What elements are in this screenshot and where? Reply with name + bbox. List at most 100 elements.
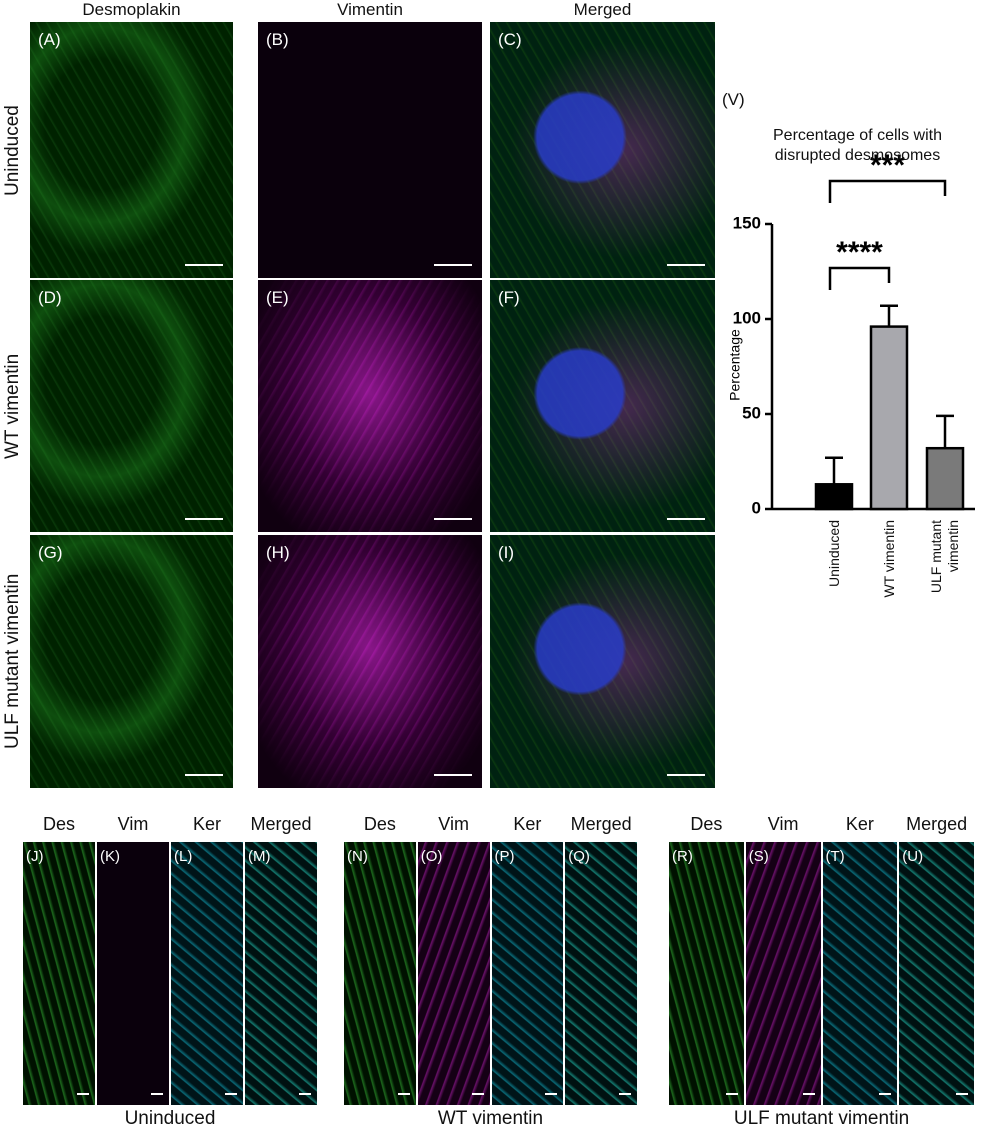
group-label: WT vimentin [437, 1108, 544, 1129]
micrograph-strip: (S) [745, 842, 821, 1105]
bar [869, 325, 909, 511]
group-label: Uninduced [124, 1108, 216, 1129]
scale-bar [619, 1093, 631, 1095]
bar [814, 483, 854, 511]
micrograph-strip: (M) [245, 842, 317, 1105]
micrograph: (B) [258, 22, 482, 278]
micrograph-strip: (U) [899, 842, 974, 1105]
panel-label: (Q) [568, 848, 590, 865]
scale-bar [185, 264, 223, 266]
x-tick-label: ULF mutant vimentin [928, 520, 961, 594]
row-label: ULF mutant vimentin [2, 573, 23, 749]
scale-bar [434, 518, 472, 520]
scale-bar [434, 264, 472, 266]
panel-label: (K) [100, 848, 120, 865]
panel-label: (L) [174, 848, 193, 865]
strip-header: Vim [117, 814, 149, 834]
bar [925, 446, 965, 511]
panel-label: (B) [266, 30, 289, 49]
micrograph-strip: (R) [669, 842, 744, 1105]
panel-label: (T) [825, 848, 845, 865]
micrograph: (A) [30, 22, 233, 278]
panel-label: (U) [902, 848, 924, 865]
micrograph: (G) [30, 535, 233, 788]
scale-bar [151, 1093, 163, 1095]
micrograph-strip: (K) [97, 842, 169, 1105]
strip-header: Des [363, 814, 396, 834]
y-tick-label: 0 [752, 498, 761, 517]
panel-label: (O) [420, 848, 443, 865]
scale-bar [879, 1093, 892, 1095]
scale-bar [225, 1093, 237, 1095]
strip-header: Ker [845, 814, 874, 834]
micrograph-strip: (Q) [565, 842, 637, 1105]
scale-bar [299, 1093, 311, 1095]
y-tick-label: 150 [733, 213, 761, 232]
panel-label: (F) [498, 288, 520, 307]
panel-label: (S) [748, 848, 769, 865]
strip-header: Des [690, 814, 723, 834]
strip-header: Vim [438, 814, 469, 834]
micrograph-strip: (N) [344, 842, 416, 1105]
panel-label: (P) [494, 848, 515, 865]
scale-bar [77, 1093, 89, 1095]
micrograph: (I) [490, 535, 715, 788]
strip-header: Merged [570, 814, 632, 834]
panel-label: (E) [266, 288, 289, 307]
row-label: WT vimentin [2, 353, 23, 459]
strip-header: Vim [767, 814, 799, 834]
panel-label: (A) [38, 30, 61, 49]
column-header: Desmoplakin [82, 0, 181, 19]
panel-label: (H) [266, 543, 290, 562]
micrograph-strip: (L) [171, 842, 243, 1105]
micrograph: (E) [258, 280, 482, 532]
chart-title: Percentage of cells with disrupted desmo… [773, 127, 942, 164]
scale-bar [471, 1093, 484, 1095]
micrograph: (F) [490, 280, 715, 532]
panel-label: (J) [26, 848, 44, 865]
significance-label: **** [836, 236, 883, 269]
micrograph: (C) [490, 22, 715, 278]
significance-bracket [828, 266, 891, 290]
micrograph-strip: (O) [417, 842, 490, 1105]
y-axis-label: Percentage [727, 329, 743, 401]
panel-label: (I) [498, 543, 515, 562]
scale-bar [545, 1093, 558, 1095]
significance-bracket [828, 179, 947, 203]
panel-label: (G) [38, 543, 63, 562]
panel-label: (C) [498, 30, 522, 49]
micrograph-strip: (T) [822, 842, 898, 1105]
micrograph: (D) [30, 280, 233, 532]
scale-bar [667, 264, 705, 266]
column-header: Merged [573, 0, 632, 19]
y-tick-label: 50 [742, 403, 761, 422]
micrograph: (H) [258, 535, 482, 788]
y-tick-label: 100 [733, 308, 761, 327]
panel-label: (N) [347, 848, 368, 865]
strip-header: Merged [250, 814, 312, 834]
panel-label: (R) [672, 848, 693, 865]
panel-label: (D) [38, 288, 62, 307]
scale-bar [667, 774, 705, 776]
micrograph-strip: (P) [491, 842, 564, 1105]
strip-header: Merged [906, 814, 968, 834]
strip-header: Des [42, 814, 75, 834]
scale-bar [667, 518, 705, 520]
row-label: Uninduced [2, 104, 23, 196]
x-tick-label: WT vimentin [880, 520, 897, 598]
panel-label: (V) [722, 90, 745, 109]
strip-header: Ker [513, 814, 542, 834]
scale-bar [397, 1093, 410, 1095]
panel-label: (M) [248, 848, 271, 865]
micrograph-strip: (J) [23, 842, 95, 1105]
x-tick-label: Uninduced [825, 520, 842, 587]
scale-bar [185, 518, 223, 520]
scale-bar [185, 774, 223, 776]
scale-bar [434, 774, 472, 776]
scale-bar [725, 1093, 738, 1095]
group-label: ULF mutant vimentin [733, 1108, 910, 1129]
strip-header: Ker [192, 814, 221, 834]
scale-bar [802, 1093, 815, 1095]
column-header: Vimentin [337, 0, 403, 19]
